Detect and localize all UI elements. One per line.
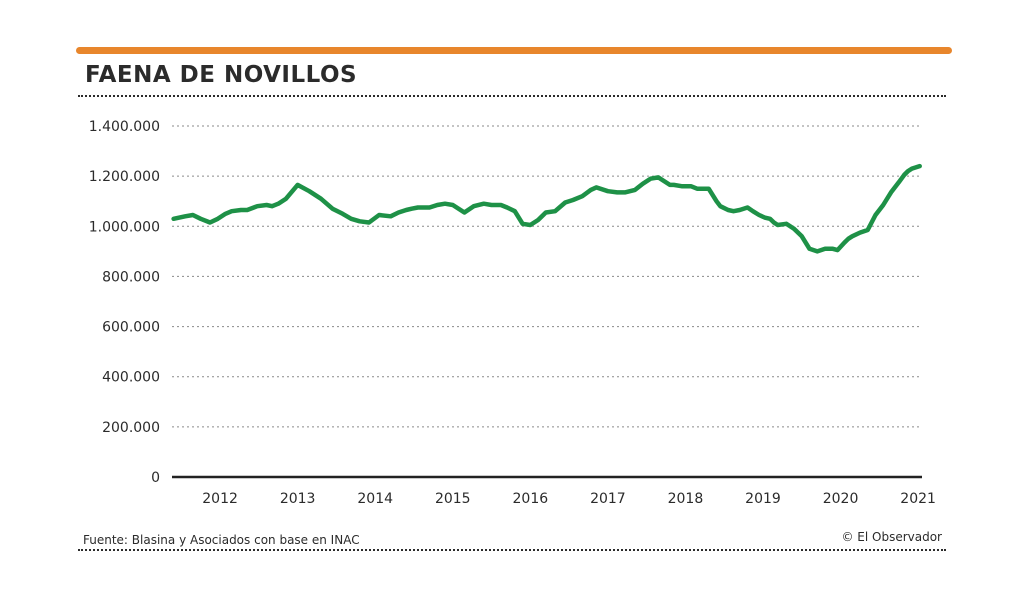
copyright-credit: © El Observador bbox=[841, 530, 942, 544]
y-tick-label: 800.000 bbox=[102, 269, 160, 285]
x-tick-label: 2017 bbox=[590, 491, 626, 507]
y-tick-label: 0 bbox=[151, 470, 160, 486]
x-tick-label: 2018 bbox=[668, 491, 704, 507]
grid-lines bbox=[172, 125, 922, 428]
x-tick-label: 2015 bbox=[435, 491, 471, 507]
x-tick-labels: 2012 2013 2014 2015 2016 2017 2018 2019 2020 2021 bbox=[202, 491, 936, 507]
x-tick-label: 2014 bbox=[357, 491, 393, 507]
footer-divider bbox=[78, 549, 946, 551]
y-tick-label: 1.400.000 bbox=[89, 119, 160, 135]
chart-title: FAENA DE NOVILLOS bbox=[85, 62, 358, 88]
x-tick-label: 2019 bbox=[745, 491, 781, 507]
y-tick-label: 400.000 bbox=[102, 370, 160, 386]
source-note: Fuente: Blasina y Asociados con base en … bbox=[83, 533, 360, 547]
accent-bar bbox=[76, 47, 952, 54]
y-tick-label: 1.000.000 bbox=[89, 219, 160, 235]
x-tick-label: 2020 bbox=[823, 491, 859, 507]
title-divider bbox=[78, 95, 946, 97]
y-tick-label: 200.000 bbox=[102, 420, 160, 436]
y-tick-label: 600.000 bbox=[102, 320, 160, 336]
x-tick-label: 2013 bbox=[280, 491, 316, 507]
series-line bbox=[171, 163, 922, 254]
x-tick-label: 2021 bbox=[900, 491, 936, 507]
x-tick-label: 2016 bbox=[513, 491, 549, 507]
y-tick-labels: 0 200.000 400.000 600.000 800.000 1.000.000 1.… bbox=[89, 119, 160, 486]
x-tick-label: 2012 bbox=[202, 491, 238, 507]
y-tick-label: 1.200.000 bbox=[89, 169, 160, 185]
